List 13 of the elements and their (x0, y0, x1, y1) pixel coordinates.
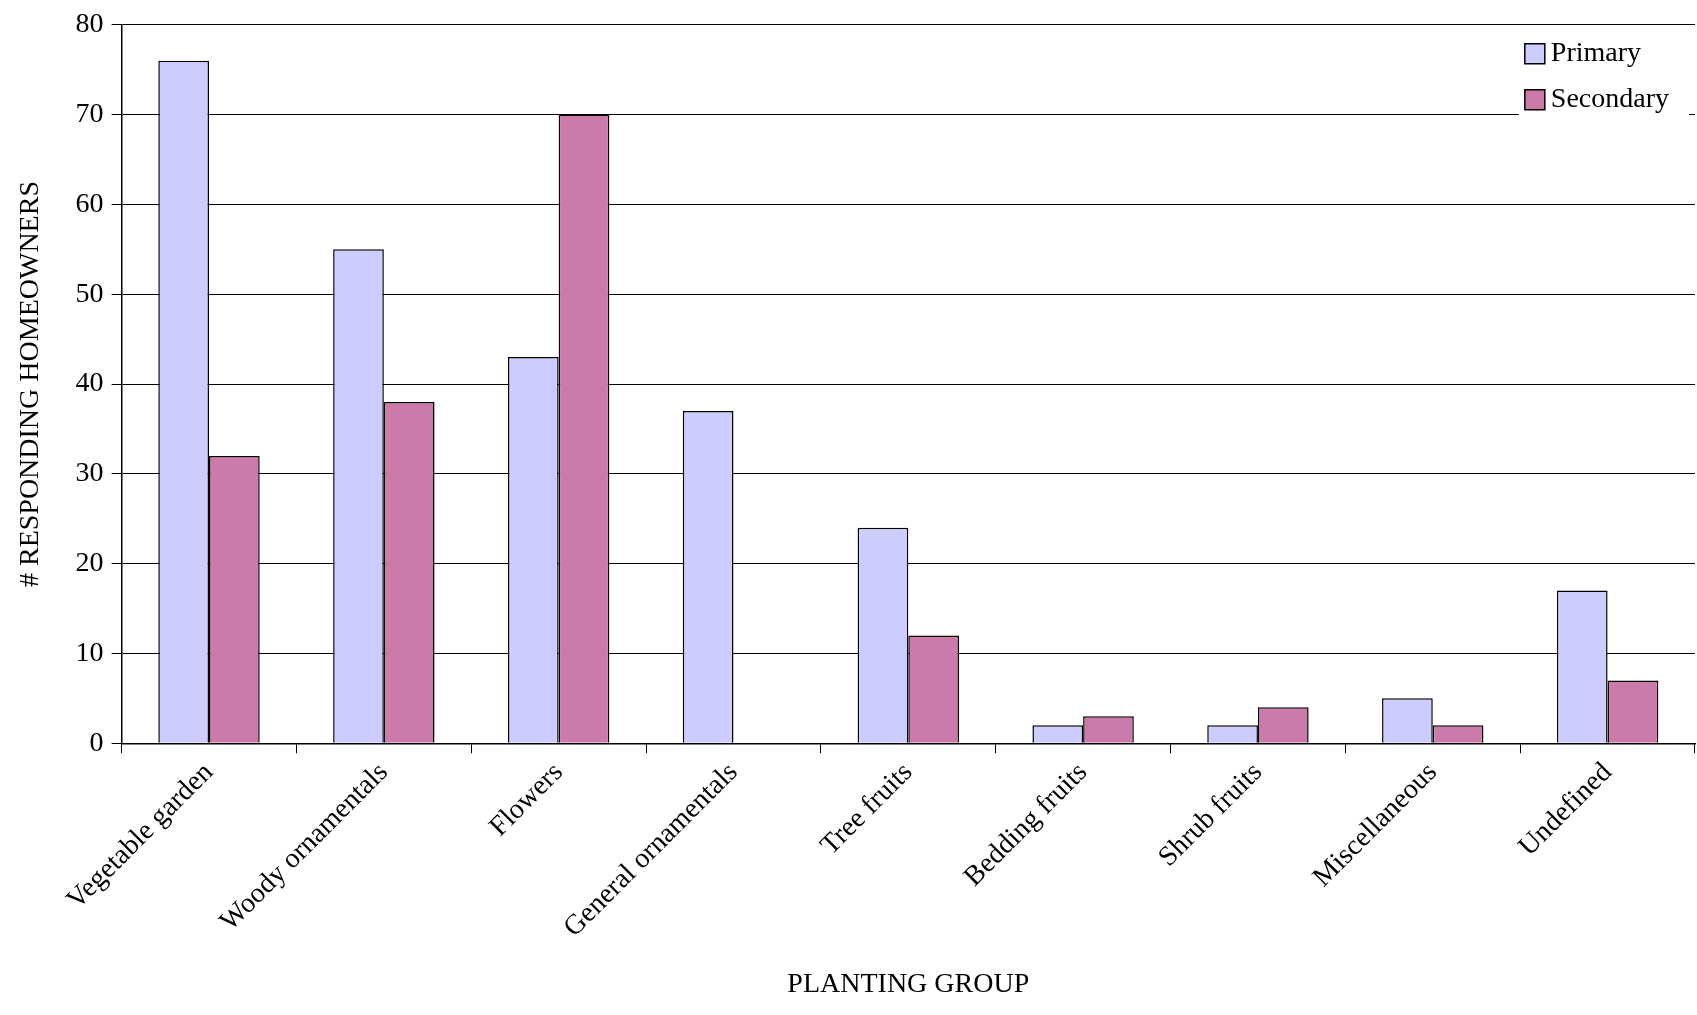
y-tick-label: 40 (75, 366, 104, 398)
y-axis-title: # RESPONDING HOMEOWNERS (13, 181, 45, 588)
y-tick-label: 80 (75, 7, 104, 39)
y-tick-label: 70 (75, 96, 104, 128)
y-tick-label: 50 (75, 276, 104, 308)
y-tick-label: 0 (89, 725, 104, 757)
legend-label: Primary (1550, 36, 1642, 68)
legend-label: Secondary (1550, 82, 1670, 114)
x-axis-title: PLANTING GROUP (787, 966, 1030, 998)
y-tick-label: 20 (75, 546, 104, 578)
y-tick-label: 30 (75, 456, 104, 488)
y-tick-label: 10 (75, 635, 104, 667)
y-tick-label: 60 (75, 186, 104, 218)
